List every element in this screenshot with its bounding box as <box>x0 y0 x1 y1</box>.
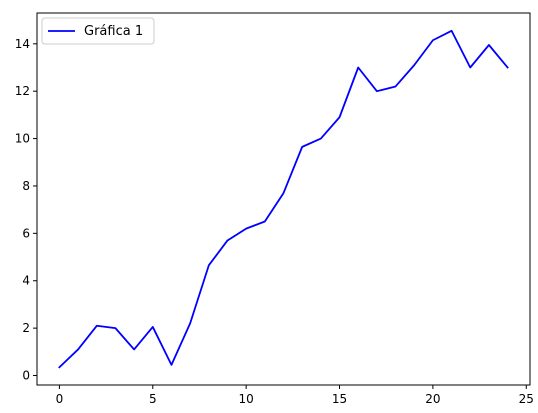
axes: 0 5 10 15 20 25 0 2 4 6 8 10 12 14 <box>15 12 534 406</box>
legend-box <box>41 17 155 45</box>
legend-label: Gráfica 1 <box>84 24 143 39</box>
plot-area <box>58 29 509 369</box>
y-tick-label: 10 <box>15 132 30 146</box>
axes-frame <box>36 12 531 386</box>
y-tick-label: 2 <box>22 321 30 335</box>
y-tick-label: 0 <box>22 369 30 383</box>
y-tick-label: 12 <box>15 84 30 98</box>
series-line-1 <box>58 29 509 369</box>
y-tick-label: 6 <box>22 226 30 240</box>
x-tick-label: 5 <box>149 392 157 406</box>
y-tick-label: 8 <box>22 179 30 193</box>
x-tick-label: 20 <box>425 392 440 406</box>
y-tick-label: 4 <box>22 274 30 288</box>
x-tick-label: 10 <box>239 392 254 406</box>
legend: Gráfica 1 <box>41 17 155 45</box>
x-tick-label: 0 <box>56 392 64 406</box>
y-tick-label: 14 <box>15 37 30 51</box>
x-tick-label: 15 <box>332 392 347 406</box>
x-tick-label: 25 <box>519 392 534 406</box>
